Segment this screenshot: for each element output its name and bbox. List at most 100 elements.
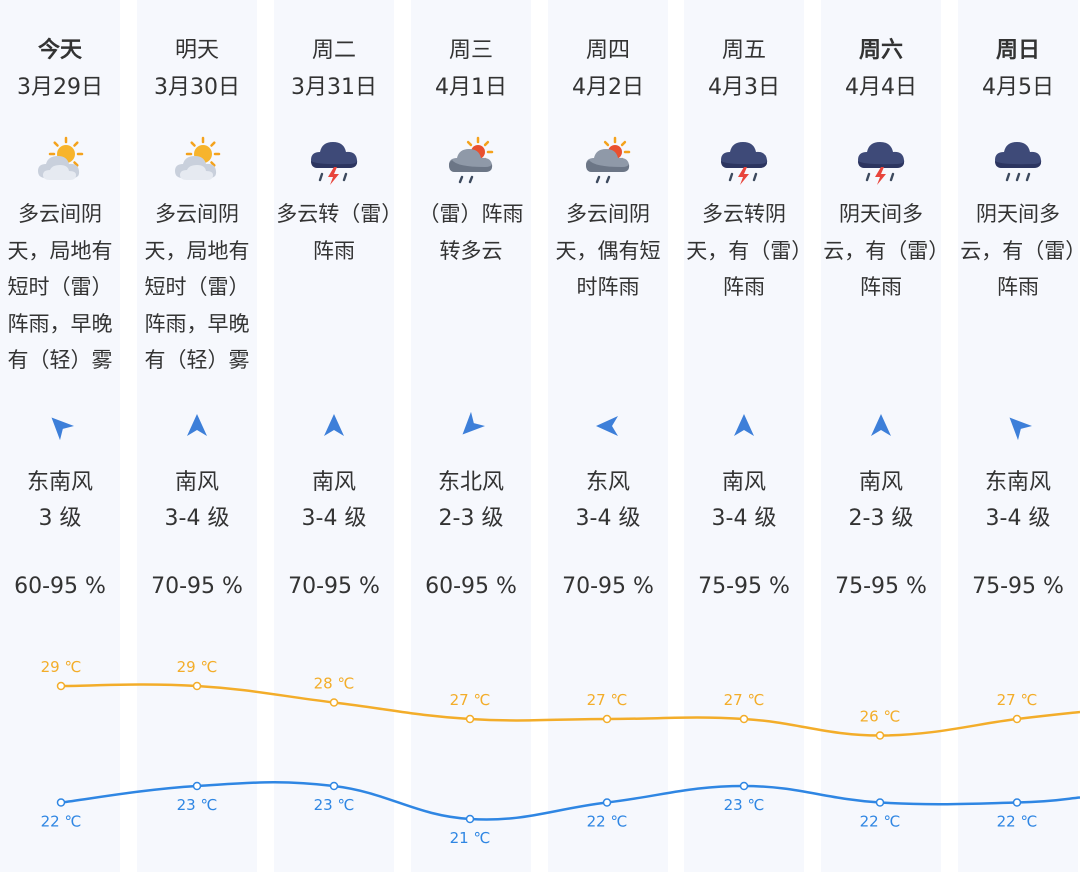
humidity: 70-95 %: [562, 574, 654, 599]
wind-direction: 东风: [585, 470, 630, 495]
day-name: 明天: [174, 38, 219, 63]
low-temp-point: [739, 781, 749, 791]
day-column: 周日 4月5日阴天间多云，有（雷）阵雨东南风 3-4 级 75-95 %: [958, 0, 1078, 872]
wind-level: 3 级: [38, 506, 82, 531]
partly-cloudy-sun-icon: [38, 136, 84, 180]
low-temp-label: 23 ℃: [177, 796, 218, 814]
low-temp-label: 22 ℃: [587, 813, 628, 831]
thunderstorm-cloud-icon: [858, 142, 905, 185]
low-temp-label: 22 ℃: [41, 813, 82, 831]
wind-direction: 东南风: [26, 470, 93, 495]
humidity: 70-95 %: [288, 574, 380, 599]
day-date: 4月1日: [435, 75, 507, 100]
day-date: 4月4日: [845, 75, 917, 100]
high-temp-point: [602, 714, 612, 724]
day-name: 今天: [37, 38, 82, 63]
day-date: 3月31日: [291, 75, 377, 100]
wind-level: 3-4 级: [985, 506, 1051, 531]
weather-description: 多云间阴天，局地有短时（雷）阵雨，早晚有（轻）雾: [7, 202, 113, 372]
low-temp-point: [602, 798, 612, 807]
shower-sun-cloud-icon: [586, 136, 631, 184]
day-name: 周二: [311, 38, 356, 63]
day-name: 周三: [448, 38, 493, 63]
day-date: 3月30日: [154, 75, 240, 100]
wind-arrow-southeast-icon: [51, 417, 74, 440]
weather-description: 多云转阴天，有（雷）阵雨: [686, 202, 802, 299]
day-date: 4月5日: [982, 75, 1054, 100]
day-name: 周四: [585, 38, 630, 63]
high-temp-point: [192, 681, 202, 691]
weather-description: 多云转（雷）阵雨: [276, 202, 392, 263]
low-temp-label: 23 ℃: [314, 796, 355, 814]
day-column: 明天 3月30日多云间阴天，局地有短时（雷）阵雨，早晚有（轻）雾南风 3-4 级 70…: [137, 0, 257, 872]
high-temp-label: 29 ℃: [41, 658, 82, 676]
high-temp-point: [739, 714, 749, 724]
low-temp-line: [60, 780, 1080, 821]
weather-description: 阴天间多云，有（雷）阵雨: [823, 202, 939, 299]
day-date: 4月3日: [708, 75, 780, 100]
low-temp-point: [1012, 798, 1022, 807]
weather-description: 阴天间多云，有（雷）阵雨: [960, 202, 1076, 299]
weather-description: 多云间阴天，局地有短时（雷）阵雨，早晚有（轻）雾: [144, 202, 250, 372]
humidity: 75-95 %: [972, 574, 1064, 599]
high-temp-point: [875, 731, 885, 740]
day-name: 周五: [721, 38, 766, 63]
wind-arrow-east-icon: [596, 416, 618, 436]
wind-level: 3-4 级: [301, 506, 367, 531]
partly-cloudy-sun-icon: [175, 136, 221, 180]
wind-arrow-south-icon: [871, 414, 891, 436]
high-temp-label: 28 ℃: [314, 675, 355, 693]
low-temp-point: [465, 814, 475, 824]
thunderstorm-cloud-icon: [311, 142, 358, 185]
day-name: 周日: [995, 38, 1040, 63]
low-temp-label: 22 ℃: [860, 813, 901, 831]
wind-arrow-northeast-icon: [462, 412, 485, 435]
high-temp-label: 29 ℃: [177, 658, 218, 676]
high-temp-label: 27 ℃: [997, 691, 1038, 709]
wind-level: 3-4 级: [164, 506, 230, 531]
day-column: 周三 4月1日 （雷）阵雨转多云东北风 2-3 级 60-95 %: [411, 0, 531, 872]
wind-level: 3-4 级: [575, 506, 641, 531]
wind-arrow-south-icon: [734, 414, 754, 436]
high-temp-line: [60, 683, 1080, 737]
humidity: 75-95 %: [835, 574, 927, 599]
wind-arrow-south-icon: [187, 414, 207, 436]
low-temp-point: [56, 798, 66, 807]
day-column: 今天 3月29日 多云间阴天，局地有短时（雷）阵雨，早晚有（轻）雾 东南风 3 级 60-…: [0, 0, 120, 872]
weather-description: （雷）阵雨转多云: [418, 202, 524, 263]
wind-direction: 南风: [858, 470, 903, 495]
low-temp-label: 22 ℃: [997, 813, 1038, 831]
low-temp-point: [875, 798, 885, 807]
high-temp-label: 26 ℃: [860, 708, 901, 726]
wind-direction: 南风: [721, 470, 766, 495]
day-column: 周四 4月2日多云间阴天，偶有短时阵雨东风 3-4 级 70-95 %: [548, 0, 668, 872]
thunderstorm-cloud-icon: [721, 142, 768, 185]
wind-arrow-south-icon: [324, 414, 344, 436]
humidity: 70-95 %: [151, 574, 243, 599]
day-date: 3月29日: [17, 75, 103, 100]
day-date: 4月2日: [572, 75, 644, 100]
high-temp-label: 27 ℃: [587, 691, 628, 709]
wind-direction: 东南风: [984, 470, 1051, 495]
wind-direction: 南风: [311, 470, 356, 495]
shower-sun-cloud-icon: [449, 136, 494, 184]
day-name: 周六: [858, 38, 903, 63]
humidity: 60-95 %: [425, 574, 517, 599]
high-temp-point: [329, 698, 339, 707]
low-temp-point: [192, 781, 202, 791]
high-temp-label: 27 ℃: [450, 691, 491, 709]
wind-level: 2-3 级: [438, 506, 504, 531]
high-temp-point: [465, 714, 475, 724]
wind-arrow-southeast-icon: [1009, 417, 1032, 440]
day-column: 周二 3月31日多云转（雷）阵雨南风 3-4 级 70-95 %: [274, 0, 394, 872]
weather-description: 多云间阴天，偶有短时阵雨: [555, 202, 661, 299]
high-temp-point: [56, 681, 66, 691]
wind-direction: 南风: [174, 470, 219, 495]
day-column: 周五 4月3日 多云转阴天，有（雷）阵雨 南风 3-4 级 75-95 %: [684, 0, 804, 872]
wind-direction: 东北风: [437, 470, 504, 495]
day-column: 周六 4月4日 阴天间多云，有（雷）阵雨 南风 2-3 级 75-95 %: [821, 0, 941, 872]
high-temp-label: 27 ℃: [724, 691, 765, 709]
low-temp-point: [329, 781, 339, 791]
high-temp-point: [1012, 714, 1022, 724]
